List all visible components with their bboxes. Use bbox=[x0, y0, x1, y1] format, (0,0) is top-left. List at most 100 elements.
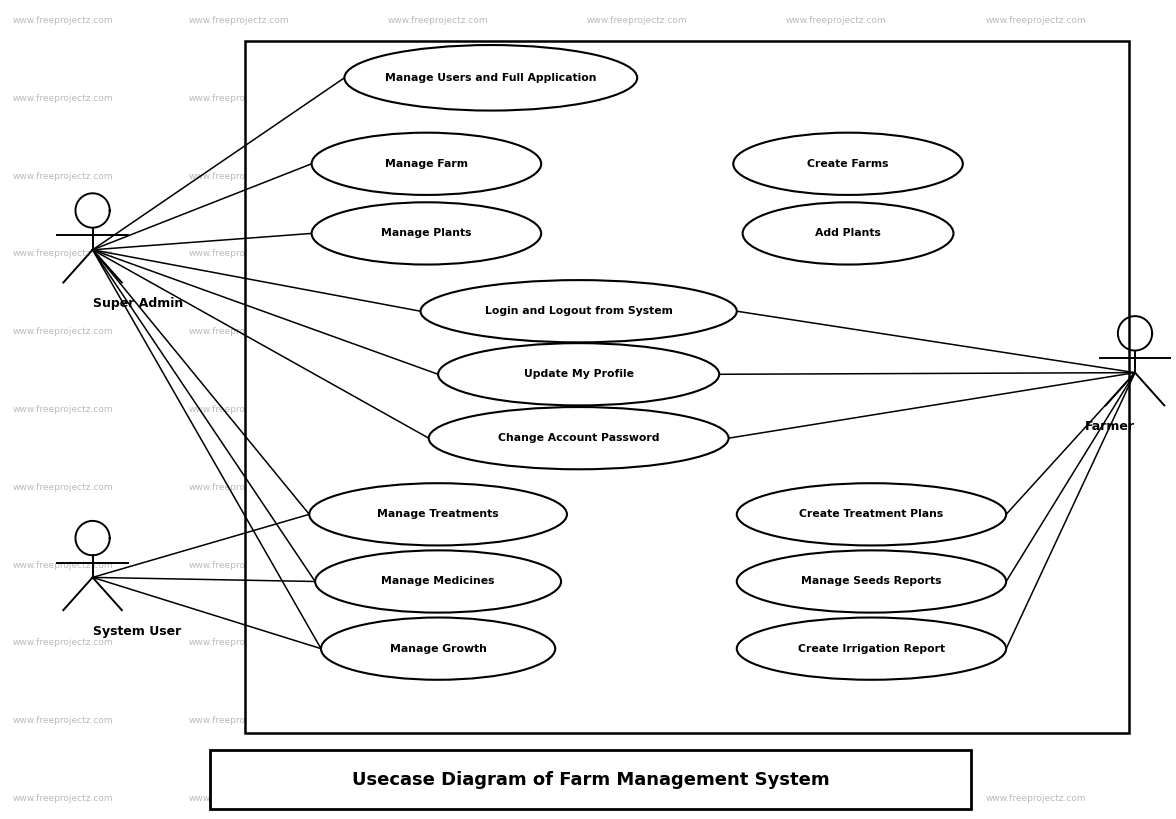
Text: www.freeprojectz.com: www.freeprojectz.com bbox=[587, 94, 688, 102]
Bar bbox=[245, 41, 1129, 733]
Text: www.freeprojectz.com: www.freeprojectz.com bbox=[786, 405, 887, 414]
Ellipse shape bbox=[312, 202, 541, 265]
Text: www.freeprojectz.com: www.freeprojectz.com bbox=[188, 717, 289, 725]
Ellipse shape bbox=[737, 618, 1007, 680]
Text: www.freeprojectz.com: www.freeprojectz.com bbox=[388, 794, 488, 803]
Ellipse shape bbox=[737, 550, 1007, 613]
Text: www.freeprojectz.com: www.freeprojectz.com bbox=[13, 794, 114, 803]
Text: Manage Seeds Reports: Manage Seeds Reports bbox=[801, 577, 942, 586]
Ellipse shape bbox=[321, 618, 555, 680]
Text: www.freeprojectz.com: www.freeprojectz.com bbox=[786, 172, 887, 180]
Ellipse shape bbox=[734, 133, 963, 195]
Text: www.freeprojectz.com: www.freeprojectz.com bbox=[786, 717, 887, 725]
Text: www.freeprojectz.com: www.freeprojectz.com bbox=[13, 717, 114, 725]
Text: www.freeprojectz.com: www.freeprojectz.com bbox=[985, 794, 1085, 803]
Text: www.freeprojectz.com: www.freeprojectz.com bbox=[985, 172, 1085, 180]
Text: www.freeprojectz.com: www.freeprojectz.com bbox=[388, 94, 488, 102]
Text: www.freeprojectz.com: www.freeprojectz.com bbox=[985, 94, 1085, 102]
Text: Usecase Diagram of Farm Management System: Usecase Diagram of Farm Management Syste… bbox=[352, 771, 829, 789]
Text: www.freeprojectz.com: www.freeprojectz.com bbox=[388, 328, 488, 336]
Ellipse shape bbox=[439, 343, 720, 405]
Text: www.freeprojectz.com: www.freeprojectz.com bbox=[985, 483, 1085, 491]
Text: www.freeprojectz.com: www.freeprojectz.com bbox=[13, 328, 114, 336]
Text: www.freeprojectz.com: www.freeprojectz.com bbox=[13, 172, 114, 180]
Text: www.freeprojectz.com: www.freeprojectz.com bbox=[786, 483, 887, 491]
Text: www.freeprojectz.com: www.freeprojectz.com bbox=[786, 328, 887, 336]
Text: www.freeprojectz.com: www.freeprojectz.com bbox=[786, 16, 887, 25]
Text: www.freeprojectz.com: www.freeprojectz.com bbox=[388, 250, 488, 258]
Text: System User: System User bbox=[93, 625, 181, 638]
Text: Manage Farm: Manage Farm bbox=[385, 159, 468, 169]
Text: www.freeprojectz.com: www.freeprojectz.com bbox=[13, 94, 114, 102]
Text: www.freeprojectz.com: www.freeprojectz.com bbox=[587, 483, 688, 491]
Text: www.freeprojectz.com: www.freeprojectz.com bbox=[188, 16, 289, 25]
Text: www.freeprojectz.com: www.freeprojectz.com bbox=[587, 250, 688, 258]
Text: www.freeprojectz.com: www.freeprojectz.com bbox=[985, 328, 1085, 336]
Text: Manage Medicines: Manage Medicines bbox=[381, 577, 495, 586]
Text: www.freeprojectz.com: www.freeprojectz.com bbox=[388, 639, 488, 647]
Text: www.freeprojectz.com: www.freeprojectz.com bbox=[985, 405, 1085, 414]
Text: www.freeprojectz.com: www.freeprojectz.com bbox=[786, 561, 887, 569]
Text: www.freeprojectz.com: www.freeprojectz.com bbox=[188, 794, 289, 803]
Text: www.freeprojectz.com: www.freeprojectz.com bbox=[985, 16, 1085, 25]
Text: www.freeprojectz.com: www.freeprojectz.com bbox=[985, 561, 1085, 569]
Text: www.freeprojectz.com: www.freeprojectz.com bbox=[587, 717, 688, 725]
Text: Add Plants: Add Plants bbox=[815, 229, 881, 238]
Text: www.freeprojectz.com: www.freeprojectz.com bbox=[188, 328, 289, 336]
Text: www.freeprojectz.com: www.freeprojectz.com bbox=[985, 639, 1085, 647]
Text: Manage Users and Full Application: Manage Users and Full Application bbox=[385, 73, 596, 83]
Text: www.freeprojectz.com: www.freeprojectz.com bbox=[985, 717, 1085, 725]
Text: www.freeprojectz.com: www.freeprojectz.com bbox=[388, 16, 488, 25]
Text: www.freeprojectz.com: www.freeprojectz.com bbox=[188, 639, 289, 647]
Ellipse shape bbox=[309, 483, 567, 545]
Ellipse shape bbox=[429, 407, 729, 469]
Text: Create Irrigation Report: Create Irrigation Report bbox=[797, 644, 946, 654]
Text: www.freeprojectz.com: www.freeprojectz.com bbox=[13, 639, 114, 647]
Text: www.freeprojectz.com: www.freeprojectz.com bbox=[188, 172, 289, 180]
Text: www.freeprojectz.com: www.freeprojectz.com bbox=[13, 483, 114, 491]
Text: www.freeprojectz.com: www.freeprojectz.com bbox=[786, 639, 887, 647]
Text: www.freeprojectz.com: www.freeprojectz.com bbox=[388, 172, 488, 180]
Ellipse shape bbox=[315, 550, 561, 613]
Text: www.freeprojectz.com: www.freeprojectz.com bbox=[388, 561, 488, 569]
Text: www.freeprojectz.com: www.freeprojectz.com bbox=[587, 639, 688, 647]
Text: www.freeprojectz.com: www.freeprojectz.com bbox=[587, 328, 688, 336]
Text: www.freeprojectz.com: www.freeprojectz.com bbox=[786, 794, 887, 803]
Text: www.freeprojectz.com: www.freeprojectz.com bbox=[13, 405, 114, 414]
Text: www.freeprojectz.com: www.freeprojectz.com bbox=[188, 250, 289, 258]
Text: Login and Logout from System: Login and Logout from System bbox=[485, 306, 673, 316]
Ellipse shape bbox=[345, 45, 637, 111]
Text: www.freeprojectz.com: www.freeprojectz.com bbox=[587, 172, 688, 180]
Text: www.freeprojectz.com: www.freeprojectz.com bbox=[188, 405, 289, 414]
Text: www.freeprojectz.com: www.freeprojectz.com bbox=[388, 717, 488, 725]
Ellipse shape bbox=[737, 483, 1007, 545]
Ellipse shape bbox=[312, 133, 541, 195]
Text: Manage Plants: Manage Plants bbox=[381, 229, 472, 238]
Text: www.freeprojectz.com: www.freeprojectz.com bbox=[786, 250, 887, 258]
Text: www.freeprojectz.com: www.freeprojectz.com bbox=[13, 16, 114, 25]
Text: www.freeprojectz.com: www.freeprojectz.com bbox=[587, 405, 688, 414]
Ellipse shape bbox=[421, 280, 737, 342]
Text: www.freeprojectz.com: www.freeprojectz.com bbox=[388, 405, 488, 414]
Text: www.freeprojectz.com: www.freeprojectz.com bbox=[13, 250, 114, 258]
Text: www.freeprojectz.com: www.freeprojectz.com bbox=[188, 94, 289, 102]
Text: Change Account Password: Change Account Password bbox=[497, 433, 660, 443]
Text: Create Treatment Plans: Create Treatment Plans bbox=[800, 509, 943, 519]
Text: Farmer: Farmer bbox=[1085, 420, 1135, 433]
Text: Manage Treatments: Manage Treatments bbox=[377, 509, 499, 519]
Text: www.freeprojectz.com: www.freeprojectz.com bbox=[786, 94, 887, 102]
Text: www.freeprojectz.com: www.freeprojectz.com bbox=[587, 16, 688, 25]
Text: www.freeprojectz.com: www.freeprojectz.com bbox=[587, 794, 688, 803]
Ellipse shape bbox=[742, 202, 954, 265]
Text: www.freeprojectz.com: www.freeprojectz.com bbox=[188, 561, 289, 569]
Text: www.freeprojectz.com: www.freeprojectz.com bbox=[985, 250, 1085, 258]
Text: Create Farms: Create Farms bbox=[807, 159, 889, 169]
Text: Manage Growth: Manage Growth bbox=[389, 644, 487, 654]
Text: www.freeprojectz.com: www.freeprojectz.com bbox=[13, 561, 114, 569]
Text: Update My Profile: Update My Profile bbox=[523, 369, 634, 379]
Text: Super Admin: Super Admin bbox=[93, 297, 182, 310]
Text: www.freeprojectz.com: www.freeprojectz.com bbox=[587, 561, 688, 569]
Text: www.freeprojectz.com: www.freeprojectz.com bbox=[188, 483, 289, 491]
Bar bbox=[209, 750, 971, 809]
Text: www.freeprojectz.com: www.freeprojectz.com bbox=[388, 483, 488, 491]
